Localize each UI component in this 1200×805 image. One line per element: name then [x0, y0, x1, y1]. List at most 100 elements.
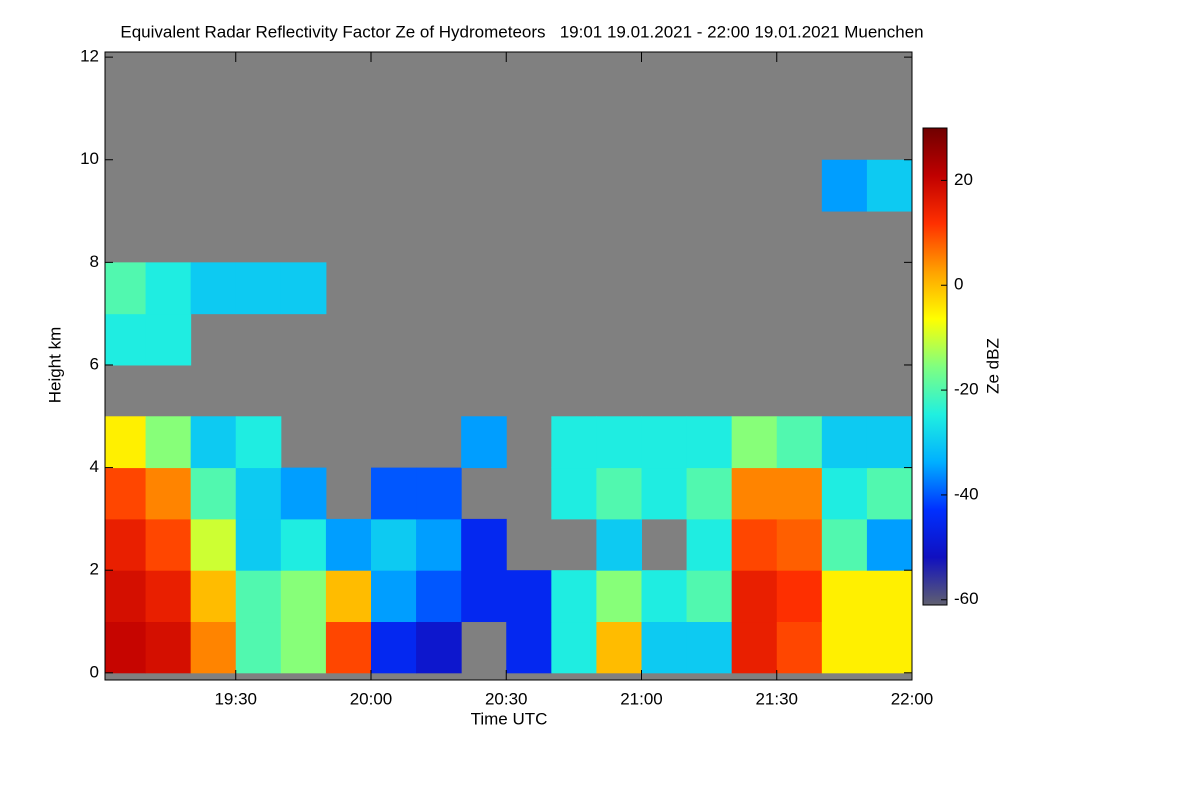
cell — [190, 467, 237, 520]
colorbar — [922, 127, 948, 606]
colorbar-tick-label: 20 — [954, 170, 973, 189]
cell — [641, 621, 688, 674]
cell — [776, 518, 823, 571]
cell — [461, 518, 507, 571]
cell — [370, 570, 417, 623]
cell — [551, 570, 597, 623]
cell — [105, 621, 147, 674]
cell — [866, 159, 913, 212]
cell — [551, 467, 597, 520]
y-tick-label: 12 — [80, 47, 99, 66]
y-tick-label: 6 — [90, 354, 99, 373]
cell — [641, 570, 688, 623]
cell — [821, 467, 868, 520]
cell — [190, 262, 237, 315]
cell — [280, 621, 327, 674]
colorbar-label: Ze dBZ — [983, 338, 1002, 394]
cell — [731, 621, 778, 674]
cell — [821, 621, 868, 674]
cell — [145, 313, 192, 366]
cell — [506, 570, 552, 623]
x-tick-label: 21:30 — [755, 689, 798, 708]
cell — [596, 416, 642, 469]
cell — [821, 570, 868, 623]
cell — [641, 467, 688, 520]
cell — [105, 313, 147, 366]
colorbar-tick-label: -60 — [954, 589, 979, 608]
cell — [686, 467, 733, 520]
plot-frame — [104, 51, 913, 681]
cell — [731, 570, 778, 623]
cell — [325, 570, 372, 623]
colorbar-tick-label: 0 — [954, 275, 963, 294]
cell — [235, 416, 282, 469]
y-tick-label: 10 — [80, 149, 99, 168]
chart-title: Equivalent Radar Reflectivity Factor Ze … — [120, 22, 923, 41]
cell — [416, 570, 462, 623]
y-tick-label: 8 — [90, 252, 99, 271]
x-tick-label: 20:30 — [485, 689, 528, 708]
cell — [105, 262, 147, 315]
cell — [866, 570, 913, 623]
cell — [641, 416, 688, 469]
cell — [235, 570, 282, 623]
y-tick-label: 2 — [90, 560, 99, 579]
cell — [866, 416, 913, 469]
cell — [145, 570, 192, 623]
cell — [235, 518, 282, 571]
cell — [105, 416, 147, 469]
cell — [596, 570, 642, 623]
x-tick-label: 21:00 — [620, 689, 663, 708]
cell — [821, 159, 868, 212]
cell — [731, 467, 778, 520]
cell — [416, 518, 462, 571]
cell — [596, 518, 642, 571]
cell — [145, 621, 192, 674]
cell — [105, 570, 147, 623]
cell — [821, 518, 868, 571]
cell — [776, 621, 823, 674]
cell — [190, 621, 237, 674]
cell — [190, 570, 237, 623]
y-axis-label: Height km — [45, 327, 64, 404]
cell — [325, 518, 372, 571]
cell — [190, 518, 237, 571]
cell — [776, 570, 823, 623]
cell — [686, 416, 733, 469]
cell — [280, 570, 327, 623]
y-tick-label: 0 — [90, 662, 99, 681]
cell — [416, 621, 462, 674]
cell — [235, 467, 282, 520]
cell — [370, 621, 417, 674]
cell — [280, 467, 327, 520]
cell — [105, 467, 147, 520]
cell — [596, 621, 642, 674]
cell — [506, 621, 552, 674]
cell — [325, 621, 372, 674]
cell — [731, 416, 778, 469]
cell — [776, 416, 823, 469]
cell — [596, 467, 642, 520]
x-tick-label: 22:00 — [891, 689, 934, 708]
cell — [280, 262, 327, 315]
cell — [551, 621, 597, 674]
cell — [145, 416, 192, 469]
cell — [686, 570, 733, 623]
cell — [370, 518, 417, 571]
cell — [280, 518, 327, 571]
cell — [235, 262, 282, 315]
cell — [551, 416, 597, 469]
cell — [416, 467, 462, 520]
y-tick-label: 4 — [90, 457, 99, 476]
cell — [776, 467, 823, 520]
cell — [866, 518, 913, 571]
colorbar-tick-label: -40 — [954, 484, 979, 503]
x-axis-label: Time UTC — [471, 709, 548, 728]
cell — [686, 518, 733, 571]
cell — [370, 467, 417, 520]
cell — [821, 416, 868, 469]
cell — [461, 570, 507, 623]
cell — [866, 467, 913, 520]
cell — [686, 621, 733, 674]
